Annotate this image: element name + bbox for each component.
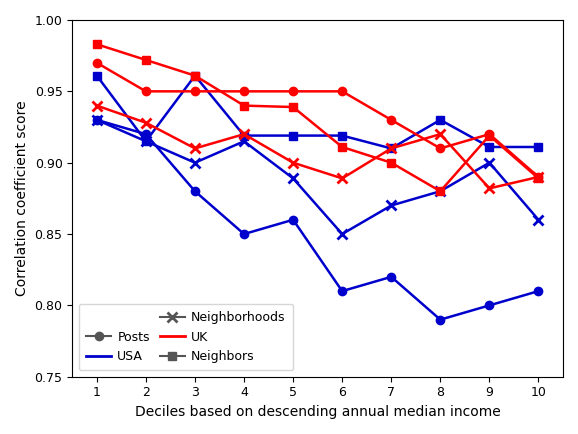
Legend: , Posts, USA, Neighborhoods, UK, Neighbors: , Posts, USA, Neighborhoods, UK, Neighbo… (79, 304, 293, 371)
Y-axis label: Correlation coefficient score: Correlation coefficient score (15, 101, 29, 296)
X-axis label: Deciles based on descending annual median income: Deciles based on descending annual media… (135, 405, 501, 419)
